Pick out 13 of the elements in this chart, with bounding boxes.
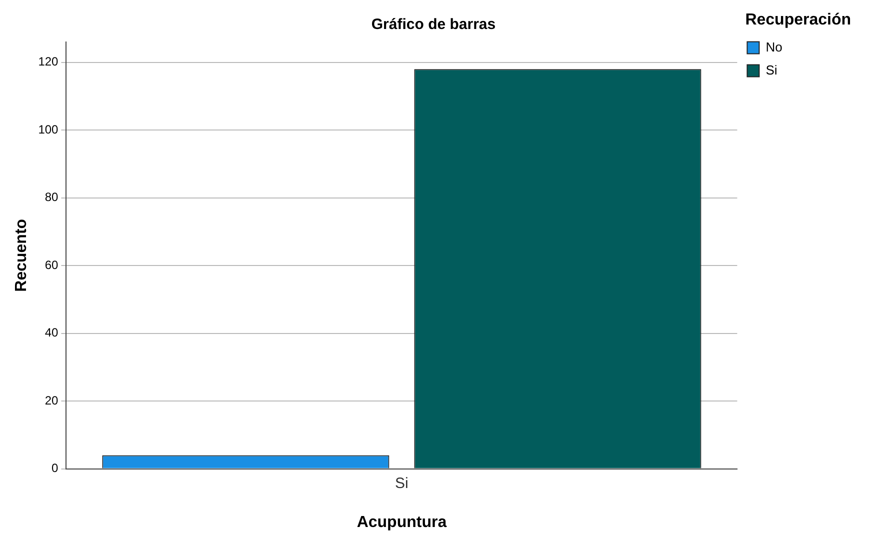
y-tick-label: 20 — [44, 393, 59, 408]
legend-label: Si — [766, 62, 778, 78]
y-tick-label: 120 — [38, 54, 59, 69]
y-tick-label: 40 — [44, 326, 59, 340]
y-tick-label: 60 — [44, 258, 59, 272]
y-tick-label: 0 — [52, 461, 59, 476]
chart-title: Gráfico de barras — [371, 16, 496, 34]
y-tick-label: 100 — [38, 122, 59, 136]
legend-title: Recuperación — [745, 11, 851, 28]
x-axis-title: Acupuntura — [356, 514, 447, 531]
y-axis-title: Recuento — [13, 218, 30, 292]
legend-label: No — [766, 39, 782, 54]
y-tick-label: 80 — [44, 190, 59, 204]
